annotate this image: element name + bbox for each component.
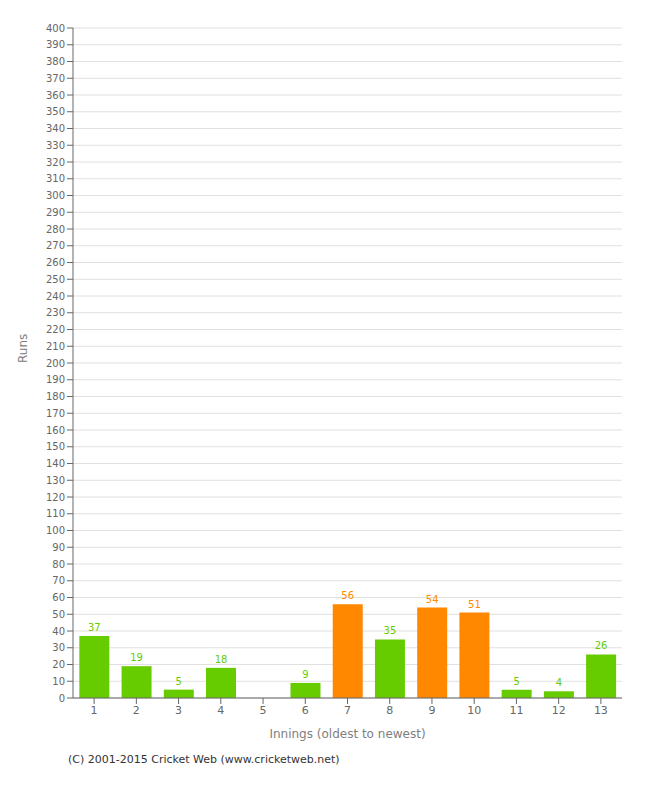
svg-text:26: 26 (595, 640, 608, 651)
svg-text:180: 180 (46, 391, 65, 402)
svg-text:390: 390 (46, 39, 65, 50)
svg-text:310: 310 (46, 173, 65, 184)
svg-text:110: 110 (46, 508, 65, 519)
svg-text:190: 190 (46, 374, 65, 385)
svg-text:340: 340 (46, 123, 65, 134)
svg-text:90: 90 (52, 542, 65, 553)
svg-text:10: 10 (467, 704, 481, 717)
svg-text:60: 60 (52, 592, 65, 603)
svg-text:13: 13 (594, 704, 608, 717)
svg-text:290: 290 (46, 207, 65, 218)
svg-text:2: 2 (133, 704, 140, 717)
svg-text:150: 150 (46, 441, 65, 452)
svg-text:0: 0 (59, 693, 65, 704)
svg-text:18: 18 (215, 654, 228, 665)
svg-text:350: 350 (46, 106, 65, 117)
svg-text:210: 210 (46, 341, 65, 352)
svg-text:300: 300 (46, 190, 65, 201)
html-text:(C) 2001-2015 Cricket Web (www: (C) 2001-2015 Cricket Web (www.cricketwe… (68, 753, 340, 766)
svg-text:400: 400 (46, 23, 65, 34)
svg-text:51: 51 (468, 599, 481, 610)
svg-text:140: 140 (46, 458, 65, 469)
svg-text:7: 7 (344, 704, 351, 717)
svg-text:9: 9 (428, 704, 435, 717)
svg-text:9: 9 (302, 669, 308, 680)
svg-text:360: 360 (46, 90, 65, 101)
svg-text:100: 100 (46, 525, 65, 536)
svg-text:270: 270 (46, 240, 65, 251)
svg-text:54: 54 (426, 594, 439, 605)
svg-text:260: 260 (46, 257, 65, 268)
svg-text:70: 70 (52, 575, 65, 586)
svg-text:1: 1 (91, 704, 98, 717)
svg-text:120: 120 (46, 492, 65, 503)
svg-text:8: 8 (386, 704, 393, 717)
svg-text:200: 200 (46, 358, 65, 369)
svg-text:3: 3 (175, 704, 182, 717)
svg-text:240: 240 (46, 291, 65, 302)
svg-text:280: 280 (46, 224, 65, 235)
svg-text:130: 130 (46, 475, 65, 486)
svg-text:30: 30 (52, 642, 65, 653)
svg-text:35: 35 (384, 625, 397, 636)
svg-text:320: 320 (46, 157, 65, 168)
svg-text:11: 11 (509, 704, 523, 717)
svg-text:160: 160 (46, 425, 65, 436)
svg-text:Runs: Runs (16, 334, 30, 363)
svg-text:5: 5 (513, 676, 519, 687)
svg-text:40: 40 (52, 626, 65, 637)
svg-text:6: 6 (302, 704, 309, 717)
svg-text:5: 5 (176, 676, 182, 687)
svg-text:19: 19 (130, 652, 143, 663)
svg-text:80: 80 (52, 559, 65, 570)
svg-text:Innings (oldest to newest): Innings (oldest to newest) (269, 727, 425, 741)
svg-text:250: 250 (46, 274, 65, 285)
svg-text:230: 230 (46, 307, 65, 318)
svg-text:50: 50 (52, 609, 65, 620)
svg-text:220: 220 (46, 324, 65, 335)
svg-text:5: 5 (260, 704, 267, 717)
svg-text:37: 37 (88, 622, 101, 633)
svg-text:330: 330 (46, 140, 65, 151)
svg-text:370: 370 (46, 73, 65, 84)
svg-text:12: 12 (552, 704, 566, 717)
svg-text:380: 380 (46, 56, 65, 67)
svg-text:56: 56 (341, 590, 354, 601)
svg-text:20: 20 (52, 659, 65, 670)
svg-text:170: 170 (46, 408, 65, 419)
svg-text:10: 10 (52, 676, 65, 687)
svg-text:4: 4 (217, 704, 224, 717)
svg-text:4: 4 (556, 677, 562, 688)
